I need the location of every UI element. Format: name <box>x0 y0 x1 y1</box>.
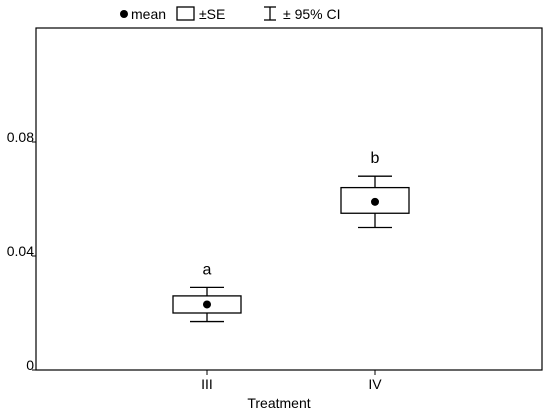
plot-frame <box>35 27 543 371</box>
legend-ci-whisker-icon <box>264 6 276 21</box>
mean-point <box>203 300 211 309</box>
legend-mean-dot-icon <box>120 10 128 18</box>
y-tick-label: 0 <box>26 357 34 373</box>
significance-letter: b <box>371 150 380 167</box>
x-tick-label: IV <box>368 376 382 392</box>
legend: mean ±SE ± 95% CI <box>120 6 340 22</box>
y-tick-label: 0.08 <box>7 129 34 145</box>
treatment-group-IV: b <box>340 150 410 229</box>
plot-marks: ab <box>172 150 410 323</box>
x-tick-label: III <box>201 376 213 392</box>
legend-se-box-icon <box>176 6 195 21</box>
x-axis: III IV <box>201 370 382 392</box>
significance-letter: a <box>203 261 212 278</box>
legend-mean-label: mean <box>131 6 166 22</box>
treatment-group-III: a <box>172 261 242 323</box>
y-tick-label: 0.04 <box>7 243 34 259</box>
mean-point <box>371 197 379 206</box>
legend-se-label: ±SE <box>199 6 225 22</box>
legend-ci-label: ± 95% CI <box>283 6 340 22</box>
x-axis-title: Treatment <box>247 395 310 411</box>
y-axis: 0 0.04 0.08 <box>7 129 36 373</box>
